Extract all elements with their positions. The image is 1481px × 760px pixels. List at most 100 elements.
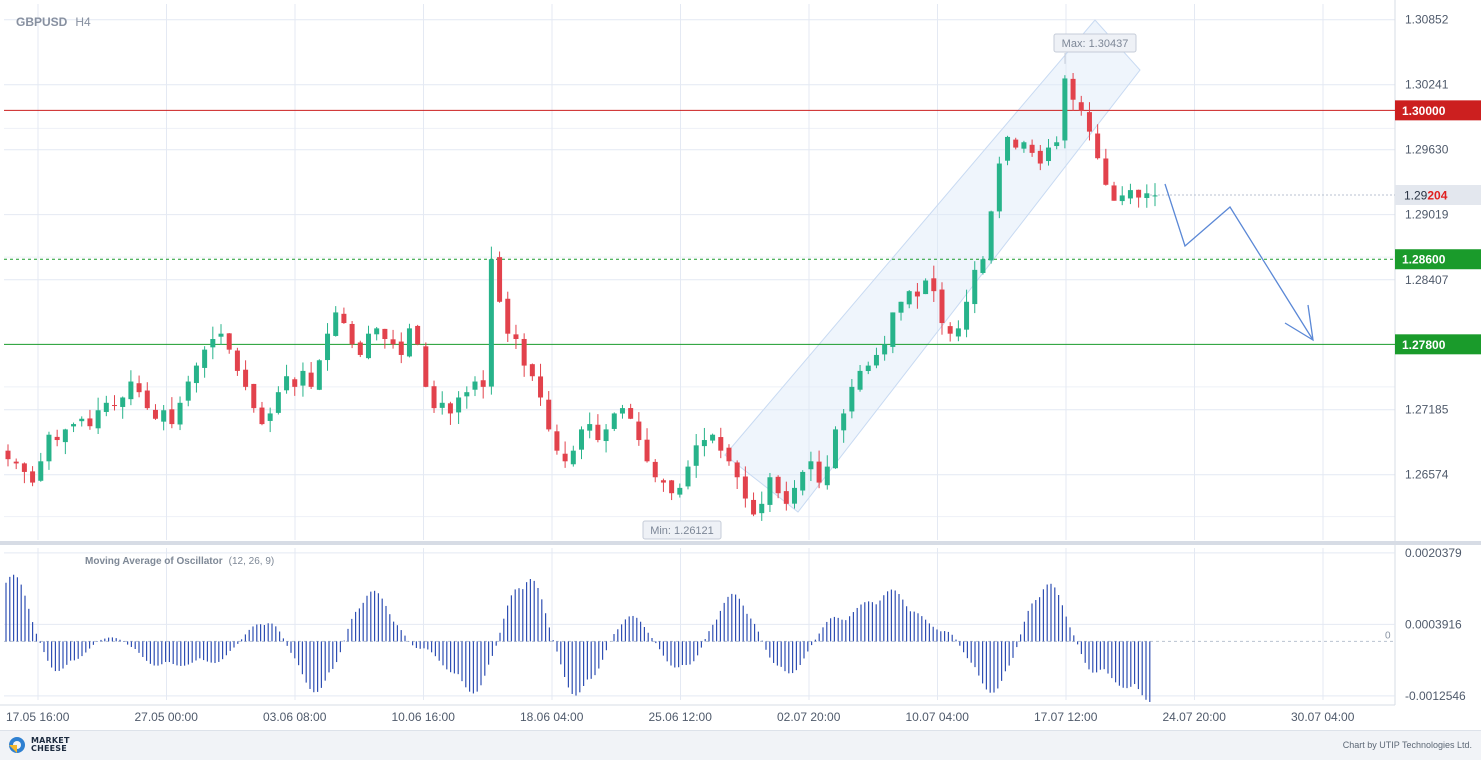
- candle-body: [742, 476, 748, 499]
- candle-body: [1078, 102, 1084, 111]
- candle-body: [701, 440, 707, 447]
- time-tick-label: 30.07 04:00: [1291, 710, 1355, 724]
- candle-body: [554, 431, 560, 451]
- candles: [5, 73, 1158, 521]
- candle-body: [1045, 147, 1051, 162]
- forecast-arrow-head: [1284, 304, 1314, 342]
- oscillator-tick-label: 0.0020379: [1405, 546, 1462, 560]
- candle-body: [1037, 150, 1043, 164]
- level-price-label: 1.28600: [1402, 253, 1446, 267]
- time-tick-label: 24.07 20:00: [1163, 710, 1227, 724]
- candle-body: [333, 312, 339, 336]
- oscillator-bars: [5, 574, 1151, 702]
- candle-body: [1111, 185, 1117, 201]
- candle-body: [406, 328, 412, 357]
- time-tick-label: 17.05 16:00: [6, 710, 70, 724]
- market-cheese-logo[interactable]: MARKET CHEESE: [8, 736, 70, 754]
- candle-body: [62, 429, 68, 443]
- min-label: Min: 1.26121: [650, 525, 714, 537]
- candle-body: [546, 399, 552, 430]
- candle-body: [1103, 158, 1109, 185]
- time-tick-label: 03.06 08:00: [263, 710, 327, 724]
- current-price-label: 1.29204: [1404, 189, 1448, 203]
- candle-body: [447, 403, 453, 414]
- time-tick-label: 02.07 20:00: [777, 710, 841, 724]
- candle-body: [841, 413, 847, 431]
- price-tick-label: 1.29630: [1405, 143, 1449, 157]
- candle-body: [382, 328, 388, 339]
- candle-body: [783, 491, 789, 504]
- level-price-label: 1.27800: [1402, 338, 1446, 352]
- candle-body: [931, 278, 937, 292]
- candle-body: [644, 439, 650, 462]
- candle-body: [325, 333, 331, 361]
- candle-body: [87, 418, 93, 427]
- candle-body: [1005, 136, 1011, 161]
- candle-body: [316, 360, 322, 390]
- candle-body: [579, 429, 584, 450]
- candle-body: [595, 424, 601, 441]
- candle-body: [808, 461, 814, 470]
- candle-body: [218, 333, 224, 337]
- price-tick-label: 1.29019: [1405, 208, 1449, 222]
- candle-body: [398, 341, 404, 355]
- candle-body: [792, 487, 798, 504]
- candle-body: [390, 339, 396, 345]
- time-tick-label: 10.07 04:00: [906, 710, 970, 724]
- symbol-name: GBPUSD: [16, 15, 68, 29]
- candle-body: [906, 291, 912, 305]
- candle-body: [587, 424, 593, 431]
- max-label-box: [1053, 33, 1137, 53]
- candle-body: [259, 407, 265, 425]
- candle-body: [669, 480, 675, 494]
- candle-body: [882, 344, 888, 355]
- candle-body: [800, 471, 806, 491]
- candle-body: [824, 466, 830, 486]
- candle-body: [857, 370, 863, 390]
- candle-body: [161, 410, 167, 422]
- candle-body: [54, 436, 60, 441]
- candle-body: [570, 450, 576, 465]
- timeframe-label: H4: [75, 15, 91, 29]
- candle-body: [128, 381, 134, 400]
- brand-line-1: MARKET: [31, 736, 70, 745]
- candle-body: [112, 405, 118, 407]
- candle-body: [628, 408, 634, 419]
- oscillator-tick-label: 0.0003916: [1405, 617, 1462, 631]
- candle-body: [1021, 142, 1027, 149]
- candle-body: [1054, 142, 1060, 147]
- candle-body: [693, 445, 699, 466]
- candle-body: [947, 326, 953, 334]
- candle-body: [1086, 112, 1092, 132]
- candle-body: [308, 372, 314, 387]
- oscillator-params: (12, 26, 9): [228, 556, 275, 567]
- candle-body: [873, 354, 879, 366]
- candle-body: [488, 259, 494, 387]
- price-tick-label: 1.30852: [1405, 13, 1449, 27]
- candle-body: [365, 333, 371, 359]
- current-price-box: [1395, 185, 1481, 206]
- candle-body: [349, 323, 355, 345]
- candle-body: [95, 410, 101, 429]
- brand-line-2: CHEESE: [31, 744, 67, 753]
- candle-body: [832, 429, 838, 469]
- level-price-box: [1395, 334, 1481, 355]
- candle-body: [964, 301, 970, 330]
- candle-body: [423, 346, 429, 387]
- candle-body: [71, 424, 77, 427]
- time-tick-label: 17.07 12:00: [1034, 710, 1098, 724]
- forecast-arrow: [1164, 183, 1314, 341]
- candle-body: [939, 289, 945, 324]
- candle-body: [996, 163, 1002, 212]
- candle-body: [5, 450, 11, 460]
- candle-body: [439, 402, 445, 408]
- oscillator-name: Moving Average of Oscillator: [85, 556, 223, 567]
- candle-body: [30, 471, 36, 483]
- price-tick-label: 1.30241: [1405, 78, 1449, 92]
- candle-body: [816, 461, 822, 483]
- price-chart[interactable]: 1.30000 1.28600 1.27800 1.30852 1.30241 1.296…: [0, 0, 1481, 730]
- candle-body: [980, 259, 986, 273]
- price-tick-label: 1.28407: [1405, 273, 1449, 287]
- candle-body: [619, 408, 625, 414]
- chart-credit: Chart by UTIP Technologies Ltd.: [1342, 740, 1472, 750]
